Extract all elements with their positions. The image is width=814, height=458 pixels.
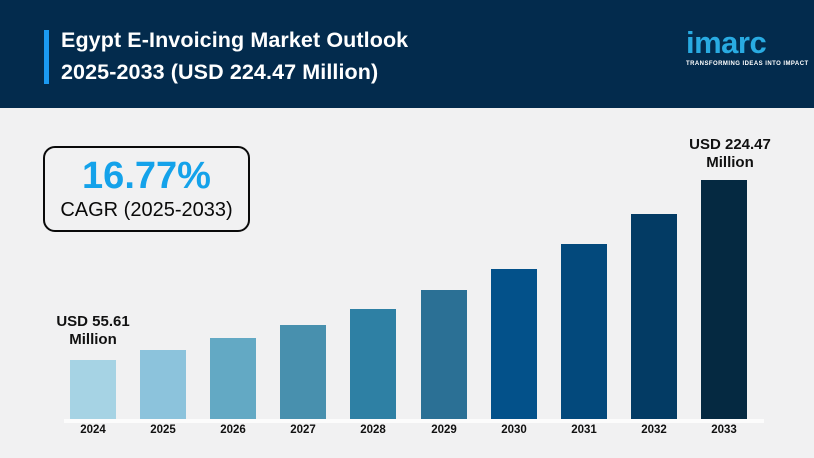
first-bar-value-label: USD 55.61 Million <box>18 313 168 349</box>
last-bar-value-line2: Million <box>706 154 754 171</box>
last-bar-value-label: USD 224.47 Million <box>655 136 805 172</box>
bar-2025 <box>140 350 186 419</box>
imarc-logo: imarc TRANSFORMING IDEAS INTO IMPACT <box>686 25 809 68</box>
cagr-value: 16.77% <box>82 155 211 197</box>
x-tick-label-2033: 2033 <box>711 424 737 436</box>
x-tick-label-2028: 2028 <box>360 424 386 436</box>
x-tick-label-2032: 2032 <box>641 424 667 436</box>
first-bar-value-line1: USD 55.61 <box>56 313 130 330</box>
x-tick-label-2030: 2030 <box>501 424 527 436</box>
bar-2026 <box>210 338 256 419</box>
bar-2028 <box>350 309 396 419</box>
bar-2029 <box>421 290 467 419</box>
bar-2033 <box>701 180 747 419</box>
bar-chart: USD 55.61 Million USD 224.47 Million 202… <box>0 108 814 458</box>
x-tick-label-2029: 2029 <box>431 424 457 436</box>
page-title-line1: Egypt E-Invoicing Market Outlook <box>61 28 409 52</box>
page-title-line2: 2025-2033 (USD 224.47 Million) <box>61 60 379 84</box>
first-bar-value-line2: Million <box>69 331 117 348</box>
x-tick-label-2025: 2025 <box>150 424 176 436</box>
x-tick-label-2024: 2024 <box>80 424 106 436</box>
x-tick-label-2026: 2026 <box>220 424 246 436</box>
imarc-logo-wordmark: imarc <box>686 25 767 60</box>
last-bar-value-line1: USD 224.47 <box>689 136 771 153</box>
header-banner: Egypt E-Invoicing Market Outlook 2025-20… <box>0 0 814 108</box>
bar-2031 <box>561 244 607 419</box>
bar-2027 <box>280 325 326 419</box>
bar-2032 <box>631 214 677 419</box>
title-accent-bar <box>44 30 49 84</box>
bar-2030 <box>491 269 537 419</box>
x-tick-label-2031: 2031 <box>571 424 597 436</box>
x-tick-label-2027: 2027 <box>290 424 316 436</box>
bar-2024 <box>70 360 116 419</box>
imarc-logo-tagline: TRANSFORMING IDEAS INTO IMPACT <box>686 61 809 67</box>
page-title: Egypt E-Invoicing Market Outlook 2025-20… <box>61 24 408 88</box>
x-axis-line <box>64 419 764 423</box>
cagr-label: CAGR (2025-2033) <box>60 199 233 221</box>
cagr-callout-box: 16.77% CAGR (2025-2033) <box>43 146 250 232</box>
